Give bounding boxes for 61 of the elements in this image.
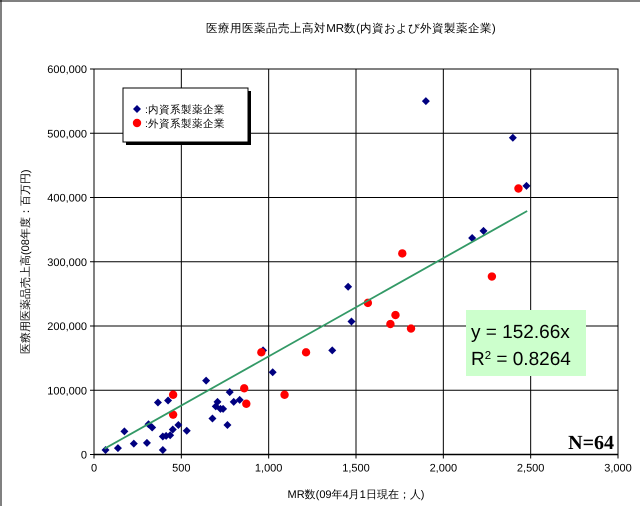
point: [468, 234, 476, 242]
point: [422, 97, 430, 106]
point: [168, 425, 177, 434]
point: [202, 376, 210, 385]
point: [391, 310, 400, 320]
point: [213, 398, 222, 406]
point: [508, 134, 517, 142]
point: [240, 384, 248, 393]
legend-label: :外資系製薬企業: [145, 117, 225, 130]
point: [347, 318, 356, 326]
point: [302, 348, 310, 357]
chart-title: 医療用医薬品売上高対MR数(内資および外資製薬企業): [206, 21, 496, 35]
point: [480, 226, 488, 235]
x-axis-title: MR数(09年4月1日現在；人): [288, 489, 424, 501]
x-tick-label: 2,500: [516, 462, 544, 474]
point: [148, 424, 156, 432]
point: [268, 368, 277, 376]
y-tick-label: 0: [80, 450, 87, 462]
y-tick-label: 100,000: [47, 385, 87, 398]
y-tick-label: 200,000: [47, 321, 87, 333]
point: [114, 444, 122, 452]
point: [164, 396, 172, 405]
point: [158, 446, 167, 454]
point: [398, 249, 406, 258]
x-tick-label: 0: [90, 462, 98, 474]
point: [223, 420, 232, 429]
point: [130, 440, 138, 448]
point: [208, 414, 216, 423]
point: [154, 398, 162, 406]
point: [514, 184, 523, 193]
point: [344, 282, 352, 291]
y-axis-title: 医療用医薬品売上高(08年度：百万円): [19, 169, 32, 354]
y-tick-label: 500,000: [47, 128, 87, 140]
point: [182, 426, 191, 435]
x-tick-label: 3,000: [604, 462, 632, 474]
point: [242, 400, 251, 408]
x-tick-label: 2,000: [430, 462, 458, 474]
x-tick-label: 1,500: [342, 462, 370, 474]
annotation: N=64: [568, 432, 614, 454]
point: [386, 320, 395, 328]
point: [168, 390, 178, 399]
point: [168, 410, 178, 419]
x-tick-label: 500: [172, 462, 191, 474]
point: [406, 324, 416, 333]
point: [257, 348, 266, 357]
y-tick-label: 400,000: [47, 192, 87, 204]
point: [236, 396, 244, 404]
point: [488, 272, 496, 281]
point: [226, 388, 234, 396]
point: [174, 420, 182, 429]
point: [522, 182, 530, 190]
point: [120, 427, 128, 436]
x-tick-label: 1,000: [254, 462, 282, 474]
point: [142, 438, 151, 447]
annotation: y = 152.66x R$^{2}$ = 0.8264: [471, 322, 572, 370]
point: [328, 346, 336, 354]
point: [230, 398, 238, 406]
legend-label: :内資系製薬企業: [145, 103, 225, 116]
point: [280, 390, 289, 399]
y-tick-label: 600,000: [47, 64, 87, 76]
y-tick-label: 300,000: [47, 256, 87, 269]
